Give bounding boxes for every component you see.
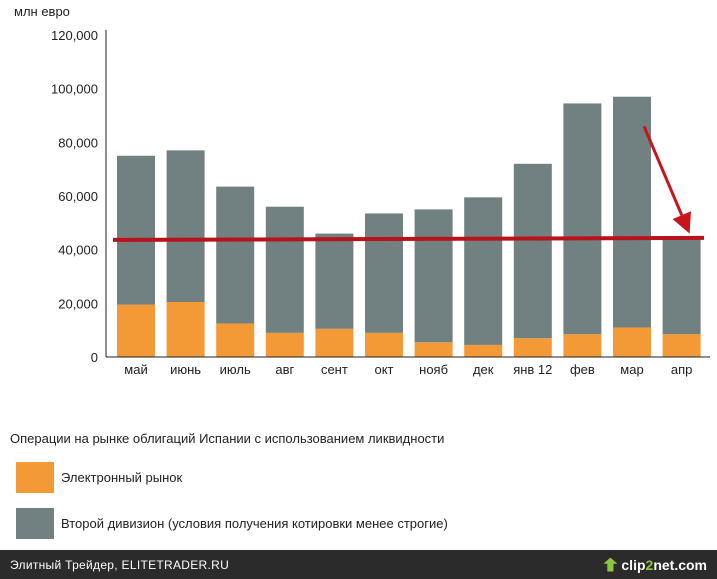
- legend-item-electronic: Электронный рынок: [16, 462, 182, 493]
- x-tick-label-7: дек: [473, 362, 494, 377]
- x-tick-label-0: май: [124, 362, 147, 377]
- legend-item-second-division: Второй дивизион (условия получения котир…: [16, 508, 448, 539]
- bar-electronic-2: [216, 323, 255, 357]
- legend-swatch-second-division: [16, 508, 54, 539]
- x-tick-label-6: нояб: [419, 362, 448, 377]
- bar-second-division-0: [117, 155, 155, 305]
- y-tick-label-0: 0: [91, 350, 98, 365]
- bar-second-division-3: [265, 206, 304, 333]
- bar-second-division-6: [414, 209, 453, 343]
- x-tick-label-4: сент: [321, 362, 348, 377]
- logo-clip-text: clip: [621, 556, 646, 573]
- bar-electronic-5: [365, 332, 403, 357]
- x-tick-label-8: янв 12: [513, 362, 552, 377]
- footer-bar: Элитный Трейдер, ELITETRADER.RU clip 2 net…: [0, 550, 717, 579]
- bar-electronic-6: [414, 342, 453, 357]
- bar-electronic-3: [265, 332, 304, 357]
- bar-electronic-4: [315, 328, 354, 357]
- bar-second-division-10: [613, 96, 651, 328]
- annotation-arrow-head: [672, 211, 691, 234]
- bar-electronic-8: [513, 338, 552, 357]
- y-tick-label-1: 20,000: [58, 296, 98, 311]
- y-tick-label-2: 40,000: [58, 243, 98, 258]
- annotation-arrow-shaft: [642, 125, 684, 216]
- reference-line: [112, 235, 705, 242]
- y-tick-label-6: 120,000: [51, 28, 98, 43]
- legend-label-electronic: Электронный рынок: [61, 470, 183, 485]
- bar-electronic-7: [464, 344, 503, 357]
- y-tick-label-5: 100,000: [51, 82, 98, 97]
- bar-second-division-4: [315, 233, 354, 329]
- bar-second-division-9: [563, 103, 602, 335]
- bar-second-division-11: [662, 237, 701, 335]
- y-tick-label-4: 80,000: [58, 135, 98, 150]
- x-tick-label-2: июль: [220, 362, 251, 377]
- x-tick-label-5: окт: [374, 362, 393, 377]
- bar-electronic-9: [563, 334, 602, 357]
- bar-second-division-5: [365, 213, 403, 333]
- bar-second-division-8: [513, 163, 552, 339]
- bar-electronic-10: [613, 327, 651, 357]
- bar-electronic-0: [117, 304, 155, 357]
- bar-electronic-1: [166, 301, 205, 357]
- upload-arrow-icon: [603, 557, 618, 572]
- x-tick-label-10: мар: [620, 362, 643, 377]
- bar-second-division-7: [464, 197, 503, 345]
- bar-second-division-1: [166, 150, 205, 302]
- footer-source-text: Элитный Трейдер, ELITETRADER.RU: [10, 557, 230, 572]
- legend-label-second-division: Второй дивизион (условия получения котир…: [61, 516, 448, 531]
- legend-swatch-electronic: [16, 462, 54, 493]
- bar-electronic-11: [662, 334, 701, 357]
- legend-title: Операции на рынке облигаций Испании с ис…: [10, 431, 445, 446]
- logo-two-text: 2: [645, 556, 654, 573]
- y-tick-label-3: 60,000: [58, 189, 98, 204]
- stacked-bar-chart: 0 20,000 40,000 60,000 80,000 100,000 120,000 м…: [51, 28, 710, 377]
- bar-second-division-2: [216, 186, 255, 324]
- x-tick-label-11: апр: [671, 362, 693, 377]
- clip2net-logo[interactable]: clip 2 net.com: [603, 557, 707, 573]
- x-tick-label-3: авг: [275, 362, 294, 377]
- x-tick-label-1: июнь: [170, 362, 201, 377]
- x-tick-label-9: фев: [570, 362, 595, 377]
- logo-net-text: net.com: [653, 556, 707, 573]
- y-axis-unit-label: млн евро: [14, 4, 70, 19]
